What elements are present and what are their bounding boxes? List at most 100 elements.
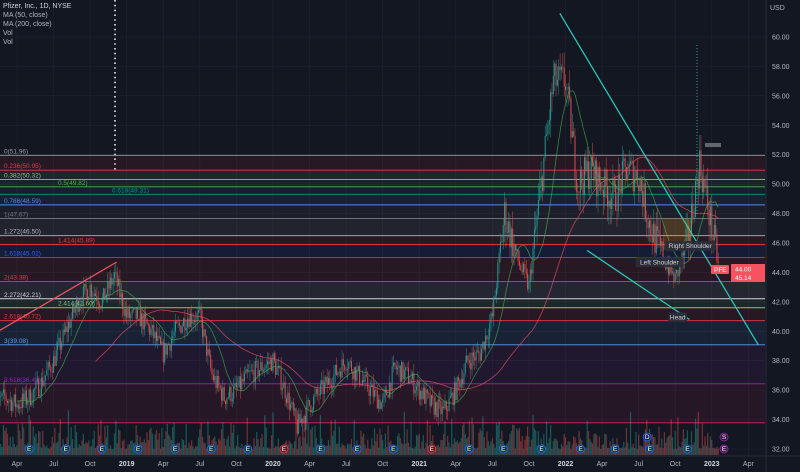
- candle: [6, 401, 8, 403]
- volume-bar: [15, 447, 17, 455]
- earnings-marker[interactable]: [243, 444, 253, 454]
- legend-ma50[interactable]: MA (50, close): [3, 12, 48, 19]
- pattern-label-box[interactable]: [668, 312, 688, 323]
- legend-vol-2[interactable]: Vol: [3, 39, 13, 46]
- volume-bar: [556, 440, 558, 455]
- earnings-marker[interactable]: [537, 444, 546, 454]
- pattern-label-box[interactable]: [635, 257, 684, 268]
- earnings-marker[interactable]: [279, 444, 289, 454]
- volume-bar: [479, 428, 481, 455]
- drawings[interactable]: Left Shoulder Right Shoulder Head: [0, 0, 759, 345]
- candle: [422, 387, 424, 399]
- volume-bar: [264, 415, 266, 455]
- earnings-marker[interactable]: [352, 444, 362, 454]
- earnings-marker[interactable]: [24, 444, 34, 454]
- candle: [215, 376, 217, 388]
- candle: [241, 378, 243, 390]
- volume-bar: [485, 447, 487, 455]
- earnings-marker[interactable]: [719, 444, 729, 454]
- candle: [307, 400, 309, 402]
- pattern-label-box[interactable]: [664, 240, 716, 251]
- legend-ma200[interactable]: MA (200, close): [3, 21, 52, 28]
- candle: [516, 249, 518, 251]
- earnings-marker-label: E: [173, 446, 178, 453]
- earnings-marker[interactable]: [97, 444, 107, 454]
- volume-bar: [342, 444, 344, 455]
- earnings-marker[interactable]: [683, 444, 692, 454]
- candle: [264, 368, 266, 371]
- volume-bar: [80, 445, 82, 455]
- candle: [711, 206, 713, 239]
- earnings-marker[interactable]: [576, 444, 585, 454]
- candle: [34, 388, 36, 390]
- volume-bar: [548, 438, 550, 455]
- earnings-marker[interactable]: [316, 444, 325, 454]
- volume-bar: [78, 444, 80, 455]
- candle: [326, 376, 328, 385]
- trend-line[interactable]: [0, 261, 117, 337]
- earnings-marker[interactable]: [645, 444, 655, 454]
- volume-bar: [682, 429, 684, 455]
- volume-bar: [180, 448, 182, 455]
- volume-bar: [262, 447, 265, 455]
- candle: [227, 397, 229, 399]
- earnings-marker[interactable]: [427, 444, 437, 454]
- volume-bar: [364, 444, 366, 455]
- fib-band: [0, 298, 765, 308]
- volume-bar: [380, 435, 382, 455]
- earnings-marker[interactable]: [464, 444, 474, 454]
- dividend-marker[interactable]: [642, 432, 652, 442]
- volume-bar: [673, 448, 675, 455]
- legend-vol[interactable]: Vol: [3, 30, 13, 37]
- volume-bar: [365, 448, 368, 455]
- split-marker[interactable]: [719, 432, 729, 442]
- volume-bar: [109, 445, 112, 455]
- price-axis[interactable]: [766, 0, 800, 456]
- volume-bar: [147, 440, 149, 455]
- volume-bar: [560, 443, 563, 455]
- candle: [369, 387, 371, 396]
- volume-bar: [648, 428, 651, 455]
- volume-bar: [555, 438, 557, 455]
- volume-bar: [375, 441, 377, 455]
- x-tick-label: Oct: [524, 461, 535, 468]
- candle: [612, 180, 614, 199]
- earnings-marker[interactable]: [206, 444, 216, 454]
- volume-bar: [403, 411, 405, 455]
- event-markers[interactable]: E E E E E E E E E E E E E E E E E E E ED S: [24, 432, 729, 454]
- volume-bar: [169, 436, 171, 455]
- candle: [540, 176, 542, 186]
- earnings-marker[interactable]: [133, 444, 143, 454]
- candle: [336, 364, 338, 376]
- earnings-marker[interactable]: [498, 444, 508, 454]
- candle: [452, 392, 454, 406]
- candle: [650, 220, 652, 236]
- marker-box[interactable]: [705, 143, 721, 147]
- candle: [630, 161, 632, 164]
- candle: [352, 371, 354, 380]
- candle: [334, 364, 336, 375]
- volume-bar: [712, 448, 714, 455]
- y-tick-label: 36.00: [772, 388, 790, 395]
- x-axis[interactable]: Apr Jul Oct 2019 Apr Jul Oct 2020 Apr Jul Oct 2021 A…: [12, 461, 755, 468]
- volume-bar: [132, 443, 135, 455]
- candle: [382, 399, 384, 403]
- volume-bar: [497, 425, 499, 455]
- earnings-marker[interactable]: [170, 444, 180, 454]
- y-axis[interactable]: 60.00 58.00 56.00 54.00 52.00 50.00 48.00 46.00…: [772, 35, 790, 454]
- trend-line[interactable]: [586, 249, 690, 321]
- trend-line[interactable]: [559, 13, 759, 345]
- earnings-marker[interactable]: [61, 444, 71, 454]
- symbol-title[interactable]: Pfizer, Inc., 1D, NYSE: [3, 3, 72, 10]
- candle: [436, 402, 438, 417]
- fib-band: [0, 281, 765, 299]
- fib-band: [0, 170, 765, 180]
- earnings-marker-label: E: [578, 446, 583, 453]
- volume-bar: [665, 442, 667, 455]
- earnings-marker[interactable]: [610, 444, 620, 454]
- earnings-marker[interactable]: [388, 444, 398, 454]
- volume-bar: [494, 447, 496, 455]
- volume-bar: [145, 442, 147, 455]
- candle: [621, 161, 623, 194]
